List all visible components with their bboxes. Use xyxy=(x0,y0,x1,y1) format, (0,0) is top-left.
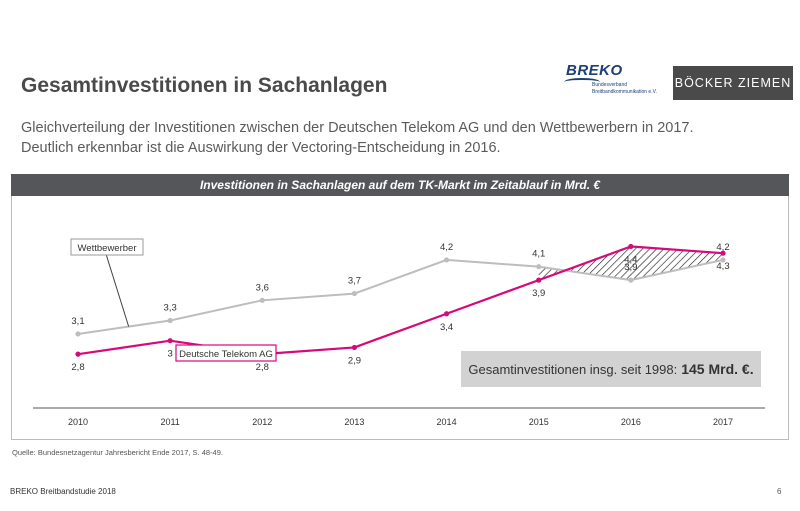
breko-logo-sub-1: Bundesverband xyxy=(592,82,628,88)
subtitle-line-1: Gleichverteilung der Investitionen zwisc… xyxy=(21,120,694,136)
x-tick-2014: 2014 xyxy=(437,417,457,427)
point-wettbewerber-2012 xyxy=(259,297,265,303)
page-subtitle: Gleichverteilung der Investitionen zwisc… xyxy=(21,118,694,158)
label-telekom-2016: 4,4 xyxy=(624,254,637,265)
point-wettbewerber-2015 xyxy=(536,264,542,270)
label-telekom-2013: 2,9 xyxy=(348,355,361,366)
legend-box-telekom xyxy=(175,344,277,362)
point-wettbewerber-2013 xyxy=(351,290,358,297)
legend-label-telekom: Deutsche Telekom AG xyxy=(179,349,273,360)
point-telekom-2010 xyxy=(75,351,81,357)
total-investment-box: Gesamtinvestitionen insg. seit 1998: 145… xyxy=(461,351,761,387)
label-telekom-2010: 2,8 xyxy=(71,362,84,373)
page-number: 6 xyxy=(777,487,782,496)
x-tick-2012: 2012 xyxy=(252,417,272,427)
legend-leader-wettbewerber xyxy=(105,253,130,327)
label-telekom-2017: 4,3 xyxy=(716,261,729,272)
point-wettbewerber-2016 xyxy=(628,277,634,283)
series-line-wettbewerber xyxy=(77,258,724,335)
label-wettbewerber-2010: 3,1 xyxy=(71,316,84,327)
breko-swoosh-icon xyxy=(564,78,600,86)
page-title: Gesamtinvestitionen in Sachanlagen xyxy=(21,74,388,97)
point-telekom-2011 xyxy=(167,338,173,344)
point-telekom-2014 xyxy=(443,311,450,317)
point-wettbewerber-2017 xyxy=(720,257,726,263)
point-telekom-2013 xyxy=(351,344,358,351)
subtitle-line-2: Deutlich erkennbar ist die Auswirkung de… xyxy=(21,140,501,156)
point-wettbewerber-2014 xyxy=(443,257,450,263)
x-tick-2016: 2016 xyxy=(621,417,641,427)
breko-logo-sub-2: Breitbandkommunikation e.V. xyxy=(592,89,657,95)
label-wettbewerber-2012: 3,6 xyxy=(256,282,269,293)
label-wettbewerber-2013: 3,7 xyxy=(348,276,361,287)
total-investment-value: 145 Mrd. €. xyxy=(681,361,754,377)
point-wettbewerber-2010 xyxy=(75,331,81,337)
label-telekom-2014: 3,4 xyxy=(440,322,453,333)
point-telekom-2015 xyxy=(536,277,542,283)
label-telekom-2015: 3,9 xyxy=(532,288,545,299)
x-tick-2015: 2015 xyxy=(529,417,549,427)
label-telekom-2011: 3 xyxy=(167,349,172,360)
boecker-ziemen-logo: BÖCKER ZIEMEN xyxy=(673,66,793,100)
point-telekom-2017 xyxy=(720,250,726,256)
legend-label-wettbewerber: Wettbewerber xyxy=(78,243,137,254)
label-wettbewerber-2017: 4,2 xyxy=(716,242,729,253)
breko-logo: BREKO Bundesverband Breitbandkommunikati… xyxy=(562,62,660,102)
difference-hatch-area xyxy=(538,246,723,281)
point-wettbewerber-2011 xyxy=(167,317,173,324)
x-tick-2010: 2010 xyxy=(68,417,88,427)
x-tick-2011: 2011 xyxy=(160,417,179,427)
series-line-telekom xyxy=(77,245,724,356)
label-wettbewerber-2011: 3,3 xyxy=(164,303,177,314)
point-telekom-2016 xyxy=(628,243,634,250)
source-note: Quelle: Bundesnetzagentur Jahresbericht … xyxy=(12,448,223,457)
x-tick-2017: 2017 xyxy=(713,417,733,427)
footer-study: BREKO Breitbandstudie 2018 xyxy=(10,487,116,496)
label-telekom-2012: 2,8 xyxy=(256,362,269,373)
x-tick-2013: 2013 xyxy=(344,417,364,427)
breko-logo-name: BREKO xyxy=(566,62,623,79)
label-wettbewerber-2014: 4,2 xyxy=(440,242,453,253)
total-investment-label: Gesamtinvestitionen insg. seit 1998: xyxy=(468,361,678,377)
legend-box-wettbewerber xyxy=(70,238,144,256)
chart-title: Investitionen in Sachanlagen auf dem TK-… xyxy=(11,174,789,196)
label-wettbewerber-2015: 4,1 xyxy=(532,249,545,260)
label-wettbewerber-2016: 3,9 xyxy=(624,262,637,273)
